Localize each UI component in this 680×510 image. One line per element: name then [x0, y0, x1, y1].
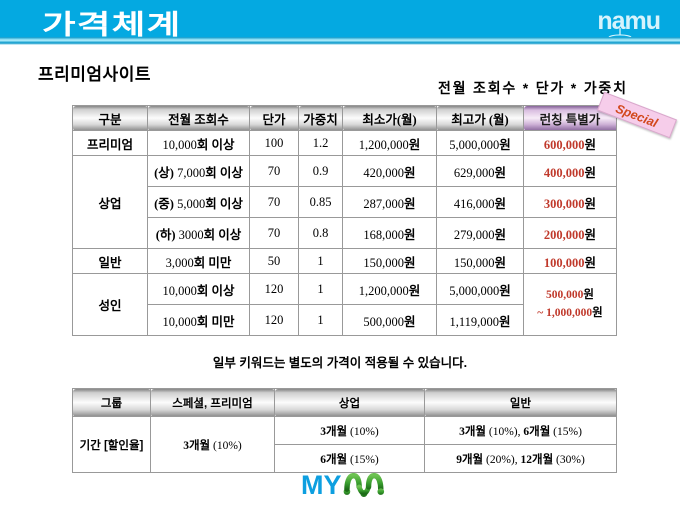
- svg-text:MY: MY: [301, 473, 342, 500]
